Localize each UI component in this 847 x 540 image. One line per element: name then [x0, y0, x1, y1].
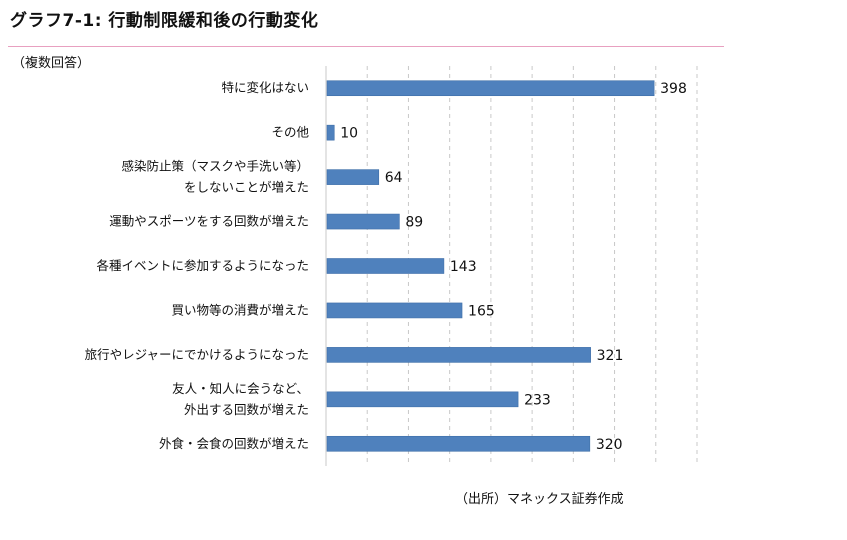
category-label: 各種イベントに参加するようになった — [96, 258, 309, 273]
bar-8 — [326, 435, 591, 452]
source-note: （出所）マネックス証券作成 — [455, 492, 624, 507]
bar-6 — [326, 347, 591, 363]
chart-subtitle: （複数回答） — [12, 56, 91, 71]
data-label: 321 — [597, 348, 624, 364]
bar-1 — [326, 124, 335, 141]
value-labels: 398 10 64 89 143 165 321 233 320 — [340, 81, 687, 453]
category-label: その他 — [271, 125, 309, 140]
data-label: 233 — [524, 392, 551, 408]
category-label: 外食・会食の回数が増えた — [159, 436, 309, 451]
data-label: 320 — [596, 437, 623, 453]
category-label: 運動やスポーツをする回数が増えた — [109, 214, 309, 229]
category-label: 外出する回数が増えた — [184, 402, 309, 417]
category-label: 感染防止策（マスクや手洗い等） — [121, 159, 309, 174]
bar-0 — [326, 80, 655, 97]
category-label: をしないことが増えた — [184, 180, 309, 195]
bar-4 — [326, 258, 445, 274]
title-underline — [8, 46, 724, 47]
bars — [326, 80, 655, 452]
bar-5 — [326, 302, 463, 319]
data-label: 165 — [468, 303, 495, 319]
category-label: 特に変化はない — [221, 80, 309, 95]
chart-title: グラフ7-1: 行動制限緩和後の行動変化 — [10, 11, 319, 31]
category-label: 友人・知人に会うなど、 — [172, 381, 309, 396]
category-label: 旅行やレジャーにでかけるようになった — [85, 347, 309, 362]
bar-3 — [326, 213, 400, 230]
data-label: 10 — [340, 126, 358, 142]
data-label: 89 — [405, 215, 423, 231]
bar-7 — [326, 391, 519, 408]
data-label: 143 — [450, 259, 477, 275]
bar-2 — [326, 169, 380, 185]
category-label: 買い物等の消費が増えた — [171, 302, 309, 317]
data-label: 64 — [385, 170, 403, 186]
data-label: 398 — [660, 81, 687, 97]
